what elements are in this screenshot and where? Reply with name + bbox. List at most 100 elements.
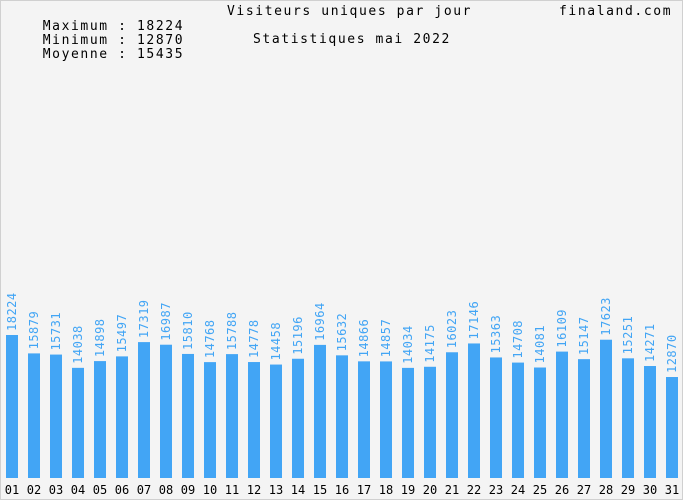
chart-subtitle: Statistiques mai 2022 [253, 32, 451, 47]
x-tick-label-04: 04 [71, 483, 85, 497]
value-label-13: 14458 [269, 322, 283, 361]
stat-average-label: Moyenne [42, 47, 109, 62]
x-tick-label-27: 27 [577, 483, 591, 497]
value-label-15: 16964 [313, 302, 327, 341]
value-label-10: 14768 [203, 319, 217, 358]
bar-17 [358, 361, 370, 478]
bar-10 [204, 362, 216, 478]
bar-06 [116, 356, 128, 478]
x-tick-label-11: 11 [225, 483, 239, 497]
bar-31 [666, 377, 678, 478]
value-label-20: 14175 [423, 324, 437, 363]
x-tick-label-09: 09 [181, 483, 195, 497]
value-label-21: 16023 [445, 310, 459, 349]
x-tick-label-13: 13 [269, 483, 283, 497]
x-tick-label-02: 02 [27, 483, 41, 497]
stat-maximum-value: 18224 [137, 19, 185, 34]
x-tick-label-25: 25 [533, 483, 547, 497]
x-tick-label-30: 30 [643, 483, 657, 497]
x-tick-label-20: 20 [423, 483, 437, 497]
value-label-09: 15810 [181, 311, 195, 350]
x-tick-label-05: 05 [93, 483, 107, 497]
x-tick-label-18: 18 [379, 483, 393, 497]
value-label-07: 17319 [137, 299, 151, 338]
stat-maximum-label: Maximum [42, 19, 109, 34]
value-label-27: 15147 [577, 317, 591, 356]
x-tick-label-08: 08 [159, 483, 173, 497]
bar-19 [402, 367, 414, 478]
x-tick-label-24: 24 [511, 483, 525, 497]
value-label-28: 17623 [599, 297, 613, 336]
bar-11 [226, 354, 238, 478]
bar-30 [644, 366, 656, 478]
bar-07 [138, 342, 150, 478]
value-label-12: 14778 [247, 319, 261, 358]
x-tick-label-29: 29 [621, 483, 635, 497]
bar-05 [94, 361, 106, 478]
bar-21 [446, 352, 458, 478]
bar-15 [314, 344, 326, 478]
bar-28 [600, 339, 612, 478]
value-label-24: 14708 [511, 320, 525, 359]
bar-20 [424, 366, 436, 478]
value-label-30: 14271 [643, 323, 657, 362]
value-label-26: 16109 [555, 309, 569, 348]
stat-average: Moyenne : 15435 [42, 47, 185, 62]
x-tick-label-14: 14 [291, 483, 305, 497]
value-label-06: 15497 [115, 314, 129, 353]
x-tick-label-03: 03 [49, 483, 63, 497]
value-label-18: 14857 [379, 319, 393, 358]
value-label-03: 15731 [49, 312, 63, 351]
x-labels-group: 01 02 03 04 05 06 07 08 09 10 11 12 13 14 15 16 17 18 19 20… [5, 483, 679, 497]
x-tick-label-15: 15 [313, 483, 327, 497]
bar-18 [380, 361, 392, 478]
bar-02 [28, 353, 40, 478]
bar-29 [622, 358, 634, 478]
bar-03 [50, 354, 62, 478]
site-name: finaland.com [559, 4, 673, 19]
x-tick-label-12: 12 [247, 483, 261, 497]
x-tick-label-07: 07 [137, 483, 151, 497]
x-tick-label-26: 26 [555, 483, 569, 497]
x-tick-label-19: 19 [401, 483, 415, 497]
bar-22 [468, 343, 480, 478]
value-label-16: 15632 [335, 313, 349, 352]
chart-title: Visiteurs uniques par jour [227, 4, 473, 19]
x-tick-label-28: 28 [599, 483, 613, 497]
bar-09 [182, 353, 194, 478]
bar-27 [578, 359, 590, 478]
value-label-17: 14866 [357, 319, 371, 358]
x-tick-label-16: 16 [335, 483, 349, 497]
value-label-31: 12870 [665, 334, 679, 373]
value-label-08: 16987 [159, 302, 173, 341]
value-label-04: 14038 [71, 325, 85, 364]
bar-26 [556, 351, 568, 478]
value-label-29: 15251 [621, 316, 635, 355]
x-tick-label-10: 10 [203, 483, 217, 497]
x-tick-label-17: 17 [357, 483, 371, 497]
value-label-02: 15879 [27, 311, 41, 350]
value-label-01: 18224 [5, 292, 19, 331]
value-label-19: 14034 [401, 325, 415, 364]
stat-minimum-label: Minimum [42, 33, 109, 48]
bar-13 [270, 364, 282, 478]
value-label-14: 15196 [291, 316, 305, 355]
x-tick-label-01: 01 [5, 483, 19, 497]
value-label-23: 15363 [489, 315, 503, 354]
bar-23 [490, 357, 502, 478]
bar-01 [6, 335, 18, 478]
value-labels-group: 18224 15879 15731 14038 14898 15497 17319 16987… [5, 292, 679, 373]
x-tick-label-22: 22 [467, 483, 481, 497]
x-tick-label-21: 21 [445, 483, 459, 497]
value-label-25: 14081 [533, 325, 547, 364]
bar-12 [248, 362, 260, 478]
stat-average-value: 15435 [137, 47, 185, 62]
bar-04 [72, 367, 84, 478]
value-label-11: 15788 [225, 311, 239, 350]
bar-14 [292, 358, 304, 478]
value-label-05: 14898 [93, 318, 107, 357]
bar-08 [160, 344, 172, 478]
bar-25 [534, 367, 546, 478]
